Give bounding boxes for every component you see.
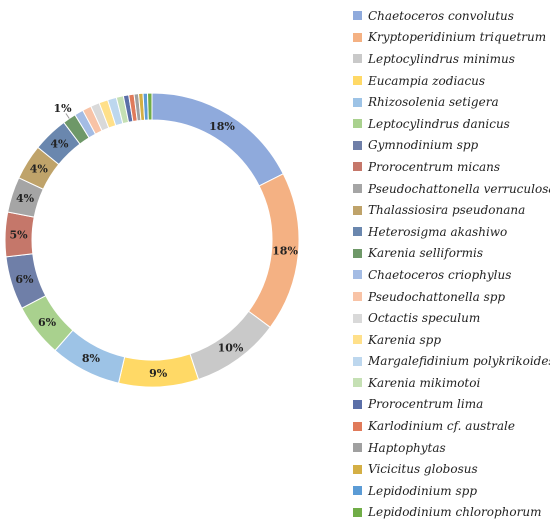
legend-label: Karenia mikimotoi <box>368 375 481 390</box>
leader-line <box>65 113 70 119</box>
legend-label: Karenia selliformis <box>368 246 484 261</box>
legend-swatch <box>353 486 362 496</box>
legend-label: Octactis speculum <box>368 311 481 326</box>
legend-swatch <box>353 464 362 474</box>
donut-slice-labels: 18%18%10%9%8%6%6%5%4%4%4%1% <box>10 102 299 380</box>
slice-percent-label: 18% <box>209 120 235 133</box>
legend-swatch <box>353 335 362 345</box>
slice-percent-label: 6% <box>38 316 57 329</box>
legend-label: Haptophytas <box>368 440 446 455</box>
legend-swatch <box>353 399 362 409</box>
legend-swatch <box>353 227 362 237</box>
legend-item: Gymnodinium spp <box>353 135 548 157</box>
legend-item: Thalassiosira pseudonana <box>353 199 548 221</box>
legend-label: Leptocylindrus danicus <box>368 116 510 131</box>
legend-swatch <box>353 184 362 194</box>
legend-label: Pseudochattonella spp <box>368 289 506 304</box>
legend-swatch <box>353 421 362 431</box>
legend-swatch <box>353 76 362 86</box>
legend-swatch <box>353 378 362 388</box>
legend-swatch <box>353 313 362 323</box>
legend-item: Pseudochattonella spp <box>353 286 548 308</box>
legend-label: Lepidodinium spp <box>368 483 478 498</box>
legend-swatch <box>353 443 362 453</box>
legend-label: Rhizosolenia setigera <box>368 95 499 110</box>
legend: Chaetoceros convolutus Kryptoperidinium t… <box>353 5 550 523</box>
legend-label: Karlodinium cf. australe <box>368 419 515 434</box>
legend-item: Vicicitus globosus <box>353 458 548 480</box>
slice-lepidodinium-chlorophorum <box>146 92 153 121</box>
legend-label: Kryptoperidinium triquetrum <box>368 30 547 45</box>
legend-item: Lepidodinium spp <box>353 480 548 502</box>
legend-item: Leptocylindrus minimus <box>353 48 548 70</box>
legend-swatch <box>353 140 362 150</box>
legend-swatch <box>353 119 362 129</box>
slice-percent-label: 4% <box>50 137 69 150</box>
legend-label: Prorocentrum lima <box>368 397 484 412</box>
legend-label: Karenia spp <box>368 332 442 347</box>
legend-label: Margalefidinium polykrikoides <box>368 354 550 369</box>
slice-percent-label: 10% <box>218 342 244 355</box>
slice-percent-label: 8% <box>82 352 101 365</box>
legend-item: Karenia selliformis <box>353 243 548 265</box>
legend-item: Karenia spp <box>353 329 548 351</box>
legend-item: Prorocentrum micans <box>353 156 548 178</box>
legend-label: Eucampia zodiacus <box>368 73 486 88</box>
legend-item: Rhizosolenia setigera <box>353 91 548 113</box>
donut-plot: 18%18%10%9%8%6%6%5%4%4%4%1% <box>4 92 300 388</box>
legend-swatch <box>353 507 362 517</box>
legend-label: Lepidodinium chlorophorum <box>368 505 542 520</box>
legend-swatch <box>353 162 362 172</box>
legend-label: Chaetoceros convolutus <box>368 8 514 23</box>
legend-swatch <box>353 11 362 21</box>
legend-swatch <box>353 292 362 302</box>
legend-swatch <box>353 97 362 107</box>
legend-label: Chaetoceros criophylus <box>368 267 512 282</box>
legend-label: Gymnodinium spp <box>368 138 479 153</box>
legend-item: Kryptoperidinium triquetrum <box>353 27 548 49</box>
legend-item: Haptophytas <box>353 437 548 459</box>
slice-percent-label: 4% <box>16 192 35 205</box>
legend-label: Vicicitus globosus <box>368 462 478 477</box>
legend-label: Pseudochattonella verruculosa <box>368 181 550 196</box>
legend-swatch <box>353 205 362 215</box>
legend-swatch <box>353 32 362 42</box>
slice-chaetoceros-convolutus <box>151 92 284 187</box>
legend-item: Margalefidinium polykrikoides <box>353 351 550 373</box>
legend-label: Leptocylindrus minimus <box>368 51 515 66</box>
legend-item: Leptocylindrus danicus <box>353 113 548 135</box>
legend-item: Eucampia zodiacus <box>353 70 548 92</box>
legend-swatch <box>353 248 362 258</box>
legend-label: Thalassiosira pseudonana <box>368 203 526 218</box>
legend-swatch <box>353 356 362 366</box>
slice-percent-label: 1% <box>53 102 72 115</box>
legend-item: Karlodinium cf. australe <box>353 415 548 437</box>
legend-item: Pseudochattonella verruculosa <box>353 178 550 200</box>
legend-item: Prorocentrum lima <box>353 394 548 416</box>
legend-label: Prorocentrum micans <box>368 159 501 174</box>
legend-item: Heterosigma akashiwo <box>353 221 548 243</box>
legend-swatch <box>353 270 362 280</box>
slice-percent-label: 9% <box>149 367 168 380</box>
legend-swatch <box>353 54 362 64</box>
legend-item: Octactis speculum <box>353 307 548 329</box>
donut-slices <box>4 92 300 388</box>
legend-label: Heterosigma akashiwo <box>368 224 508 239</box>
legend-item: Chaetoceros convolutus <box>353 5 548 27</box>
legend-item: Karenia mikimotoi <box>353 372 548 394</box>
slice-percent-label: 5% <box>10 228 29 241</box>
slice-percent-label: 6% <box>15 273 34 286</box>
legend-item: Chaetoceros criophylus <box>353 264 548 286</box>
slice-percent-label: 4% <box>30 163 49 176</box>
slice-percent-label: 18% <box>272 245 298 258</box>
legend-item: Lepidodinium chlorophorum <box>353 502 548 523</box>
